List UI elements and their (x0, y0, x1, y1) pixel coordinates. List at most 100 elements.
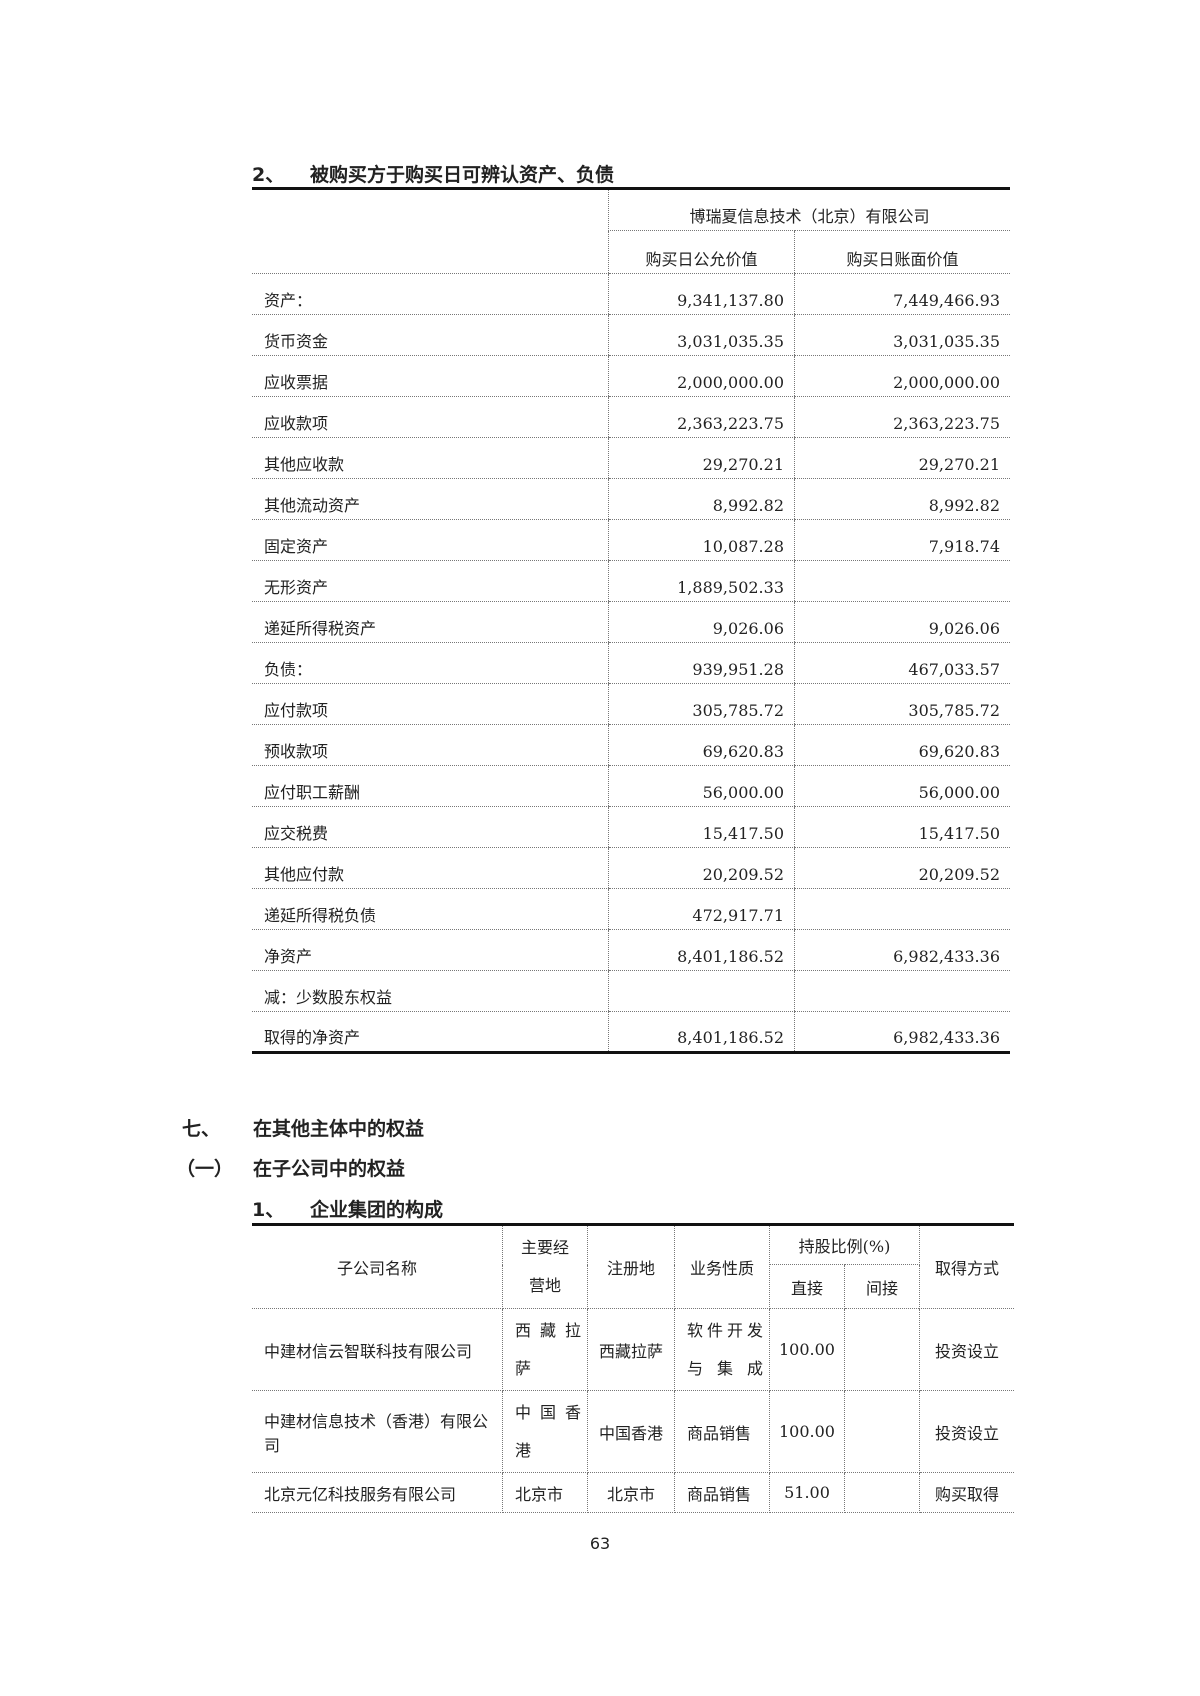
cell-label: 其他流动资产 (252, 478, 609, 520)
header-indirect: 间接 (844, 1264, 920, 1309)
cell-book-value (794, 888, 1010, 930)
cell-main-place: 北京市 (502, 1472, 588, 1513)
cell-fair-value: 9,341,137.80 (608, 273, 795, 315)
header-business: 业务性质 (674, 1224, 770, 1309)
table-row: 应付职工薪酬 56,000.00 56,000.00 (252, 765, 1010, 807)
cell-reg: 北京市 (587, 1472, 675, 1513)
cell-name: 中建材信息技术（香港）有限公司 (252, 1390, 503, 1473)
cell-book-value: 305,785.72 (794, 683, 1010, 725)
cell-name: 中建材信云智联科技有限公司 (252, 1308, 503, 1391)
cell-fair-value: 305,785.72 (608, 683, 795, 725)
cell-fair-value: 939,951.28 (608, 642, 795, 684)
table-row: 无形资产 1,889,502.33 (252, 560, 1010, 602)
cell-line: 西藏拉 (515, 1320, 581, 1340)
table-row: 取得的净资产 8,401,186.52 6,982,433.36 (252, 1011, 1010, 1053)
table-row: 固定资产 10,087.28 7,918.74 (252, 519, 1010, 561)
cell-book-value: 29,270.21 (794, 437, 1010, 479)
cell-book-value: 9,026.06 (794, 601, 1010, 643)
cell-book-value: 3,031,035.35 (794, 314, 1010, 356)
cell-method: 投资设立 (919, 1390, 1014, 1473)
cell-label: 其他应收款 (252, 437, 609, 479)
cell-fair-value: 29,270.21 (608, 437, 795, 479)
cell-fair-value: 2,363,223.75 (608, 396, 795, 438)
cell-fair-value: 20,209.52 (608, 847, 795, 889)
header-main-place-line1: 主要经 (520, 1238, 569, 1257)
cell-fair-value: 8,992.82 (608, 478, 795, 520)
cell-label: 应付款项 (252, 683, 609, 725)
table-row: 资产： 9,341,137.80 7,449,466.93 (252, 273, 1010, 315)
cell-business: 软件开发 与集成 (674, 1308, 770, 1391)
cell-book-value (794, 560, 1010, 602)
cell-label: 应收票据 (252, 355, 609, 397)
table-row: 净资产 8,401,186.52 6,982,433.36 (252, 929, 1010, 971)
cell-fair-value: 69,620.83 (608, 724, 795, 766)
cell-book-value: 7,449,466.93 (794, 273, 1010, 315)
cell-line: 与集成 (687, 1358, 763, 1378)
cell-indirect (844, 1472, 920, 1513)
cell-label: 递延所得税资产 (252, 601, 609, 643)
cell-label: 应付职工薪酬 (252, 765, 609, 807)
section-number: 七、 (182, 1118, 221, 1140)
cell-direct: 51.00 (769, 1472, 845, 1513)
table-row: 应收票据 2,000,000.00 2,000,000.00 (252, 355, 1010, 397)
section-number: 2、 (252, 164, 285, 186)
cell-fair-value: 3,031,035.35 (608, 314, 795, 356)
table-row: 减：少数股东权益 (252, 970, 1010, 1012)
cell-fair-value: 2,000,000.00 (608, 355, 795, 397)
cell-business: 商品销售 (674, 1472, 770, 1513)
cell-book-value: 20,209.52 (794, 847, 1010, 889)
table-row: 负债： 939,951.28 467,033.57 (252, 642, 1010, 684)
table-row: 中建材信云智联科技有限公司 西藏拉萨 西藏拉萨 软件开发 与集成 100.00 投… (252, 1308, 1014, 1391)
cell-fair-value: 10,087.28 (608, 519, 795, 561)
table-row: 应交税费 15,417.50 15,417.50 (252, 806, 1010, 848)
cell-label: 减：少数股东权益 (252, 970, 609, 1012)
header-share: 持股比例(%) (769, 1224, 920, 1265)
cell-label: 负债： (252, 642, 609, 684)
cell-line: 软件开发 (687, 1320, 763, 1340)
cell-fair-value: 8,401,186.52 (608, 1011, 795, 1053)
section-title: 企业集团的构成 (310, 1199, 444, 1221)
cell-book-value: 8,992.82 (794, 478, 1010, 520)
cell-label: 递延所得税负债 (252, 888, 609, 930)
table-row: 预收款项 69,620.83 69,620.83 (252, 724, 1010, 766)
cell-label: 货币资金 (252, 314, 609, 356)
header-main-place-line2: 营地 (528, 1276, 561, 1295)
cell-fair-value: 472,917.71 (608, 888, 795, 930)
cell-label: 应交税费 (252, 806, 609, 848)
cell-label: 应收款项 (252, 396, 609, 438)
cell-line: 中国香 (515, 1402, 581, 1422)
cell-book-value (794, 970, 1010, 1012)
table-row: 递延所得税资产 9,026.06 9,026.06 (252, 601, 1010, 643)
table-row: 应付款项 305,785.72 305,785.72 (252, 683, 1010, 725)
table-row: 其他应付款 20,209.52 20,209.52 (252, 847, 1010, 889)
table-row: 递延所得税负债 472,917.71 (252, 888, 1010, 930)
cell-name: 北京元亿科技服务有限公司 (252, 1472, 503, 1513)
cell-book-value: 69,620.83 (794, 724, 1010, 766)
cell-business: 商品销售 (674, 1390, 770, 1473)
cell-label: 固定资产 (252, 519, 609, 561)
header-main-place: 主要经 营地 (502, 1224, 588, 1309)
company-header: 博瑞夏信息技术（北京）有限公司 (608, 188, 1010, 231)
cell-line: 商品销售 (687, 1423, 752, 1443)
cell-book-value: 6,982,433.36 (794, 929, 1010, 971)
cell-book-value: 56,000.00 (794, 765, 1010, 807)
header-name: 子公司名称 (252, 1224, 503, 1309)
cell-line: 商品销售 (687, 1484, 752, 1504)
cell-fair-value: 1,889,502.33 (608, 560, 795, 602)
table-row: 中建材信息技术（香港）有限公司 中国香港 中国香港 商品销售 100.00 投资… (252, 1390, 1014, 1473)
cell-direct: 100.00 (769, 1390, 845, 1473)
acquired-assets-table: 博瑞夏信息技术（北京）有限公司 购买日公允价值 购买日账面价值 资产： 9,341,… (252, 187, 1010, 1054)
section-title: 被购买方于购买日可辨认资产、负债 (310, 164, 615, 186)
cell-reg: 中国香港 (587, 1390, 675, 1473)
cell-label: 资产： (252, 273, 609, 315)
cell-book-value: 2,000,000.00 (794, 355, 1010, 397)
cell-method: 投资设立 (919, 1308, 1014, 1391)
fair-value-header: 购买日公允价值 (608, 230, 795, 274)
table-row: 货币资金 3,031,035.35 3,031,035.35 (252, 314, 1010, 356)
cell-label: 预收款项 (252, 724, 609, 766)
cell-line: 萨 (515, 1358, 532, 1378)
table-row: 应收款项 2,363,223.75 2,363,223.75 (252, 396, 1010, 438)
table-row: 其他流动资产 8,992.82 8,992.82 (252, 478, 1010, 520)
cell-fair-value (608, 970, 795, 1012)
